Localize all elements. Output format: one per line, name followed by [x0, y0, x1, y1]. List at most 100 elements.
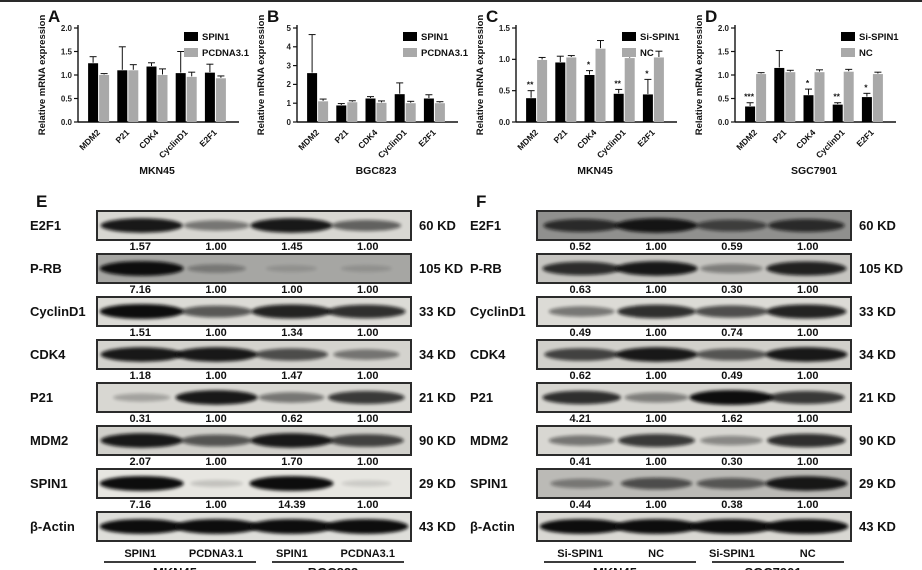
category-label: P21: [332, 127, 350, 145]
bar-SPIN1-CyclinD1: [394, 94, 405, 122]
blot-row-β-Actin: β-Actin 43 KD: [470, 511, 920, 542]
blot-row-CyclinD1: CyclinD1 33 KD: [30, 296, 470, 327]
protein-band-lane4: [331, 219, 402, 232]
category-label: P21: [770, 127, 788, 145]
y-tick-label: 1.5: [499, 24, 511, 33]
row-spacer: [30, 542, 470, 544]
legend-swatch-PCDNA3.1: [403, 48, 417, 57]
protein-band-lane1: [99, 304, 184, 319]
y-tick-label: 0.5: [61, 94, 73, 103]
quantification-value: 0.74: [721, 327, 743, 339]
quantification-value: 1.00: [205, 284, 227, 296]
bar-PCDNA3.1-MDM2: [318, 101, 329, 122]
bar-SPIN1-P21: [336, 105, 347, 122]
group-underline-2: [712, 561, 844, 563]
quantification-value: 1.00: [357, 284, 379, 296]
protein-band-lane3: [258, 392, 325, 403]
bar-SPIN1-CDK4: [365, 98, 376, 122]
bar-NC-P21: [785, 72, 796, 122]
quantification-value: 0.49: [569, 327, 591, 339]
protein-band-lane2: [180, 305, 253, 318]
quantification-value: 1.00: [797, 284, 819, 296]
quantification-value: 1.00: [205, 241, 227, 253]
category-label: E2F1: [416, 127, 438, 149]
bar-NC-E2F1: [653, 57, 664, 122]
protein-band-lane3: [700, 263, 763, 274]
bar-Si-SPIN1-CDK4: [803, 95, 814, 122]
lane-label-1: SPIN1: [124, 548, 157, 560]
kd-label-P-RB: 105 KD: [419, 261, 464, 276]
blot-row-P21: P21 21 KD: [470, 382, 920, 413]
chart-svg-A: A 0.0 0.5 1.0 1.5 2.0 Relative mRNA expression…: [37, 7, 250, 177]
protein-band-lane2: [187, 264, 246, 273]
legend-swatch-NC: [622, 48, 636, 57]
bar-PCDNA3.1-P21: [128, 70, 139, 122]
quantification-value: 1.00: [797, 499, 819, 511]
protein-band-lane4: [767, 433, 846, 448]
blot-row-E2F1: E2F1 60 KD: [30, 210, 470, 241]
quantification-value: 1.45: [281, 241, 303, 253]
protein-band-lane2: [175, 390, 258, 405]
quantification-value: 1.00: [357, 499, 379, 511]
protein-band-lane2: [180, 434, 253, 447]
protein-band-lane4: [333, 349, 400, 360]
legend-label-NC: NC: [859, 48, 873, 59]
blot-row-MDM2: MDM2 90 KD: [470, 425, 920, 456]
quantification-value: 1.34: [281, 327, 303, 339]
y-tick-label: 0.0: [499, 118, 511, 127]
blot-row-SPIN1: SPIN1 29 KD: [470, 468, 920, 499]
bar-Si-SPIN1-E2F1: [642, 94, 653, 122]
blot-image-E2F1: [536, 210, 852, 241]
kd-label-CDK4: 34 KD: [859, 347, 896, 362]
protein-band-lane2: [614, 519, 699, 534]
significance-marker: *: [864, 82, 868, 92]
protein-label-CDK4: CDK4: [470, 347, 506, 362]
x-axis-title: MKN45: [577, 165, 613, 177]
kd-label-E2F1: 60 KD: [419, 218, 456, 233]
blot-row-CyclinD1: CyclinD1 33 KD: [470, 296, 920, 327]
kd-label-SPIN1: 29 KD: [859, 476, 896, 491]
protein-band-lane4: [765, 347, 848, 362]
category-label: CDK4: [575, 127, 599, 151]
y-tick-label: 5: [287, 24, 292, 33]
quantification-value: 1.70: [281, 456, 303, 468]
significance-marker: *: [645, 68, 649, 78]
quantification-value: 1.00: [357, 370, 379, 382]
legend-label-Si-SPIN1: Si-SPIN1: [859, 32, 899, 43]
category-label: E2F1: [854, 127, 876, 149]
quantification-row-P-RB: 7.16 1.00 1.00 1.00: [96, 284, 412, 296]
blot-panel-E: E E2F1 60 KD 1.57 1.00 1.45 1.00 P-RB 105 KD 7.16…: [30, 192, 470, 570]
protein-band-lane1: [100, 433, 183, 448]
quantification-value: 1.00: [645, 413, 667, 425]
protein-band-lane3: [695, 219, 768, 232]
y-tick-label: 1.0: [499, 55, 511, 64]
bar-PCDNA3.1-E2F1: [434, 103, 445, 122]
legend-label-SPIN1: SPIN1: [421, 32, 449, 43]
category-label: CDK4: [356, 127, 380, 151]
blot-image-SPIN1: [96, 468, 412, 499]
bar-charts-row: A 0.0 0.5 1.0 1.5 2.0 Relative mRNA expression…: [36, 4, 908, 190]
y-tick-label: 0.5: [499, 86, 511, 95]
bar-PCDNA3.1-E2F1: [215, 78, 226, 122]
protein-band-lane2: [183, 220, 250, 231]
category-label: MDM2: [296, 127, 321, 152]
panel-letter-D: D: [705, 7, 717, 26]
legend-label-SPIN1: SPIN1: [202, 32, 230, 43]
protein-band-lane4: [766, 304, 847, 319]
protein-label-CyclinD1: CyclinD1: [30, 304, 86, 319]
quantification-value: 1.00: [357, 456, 379, 468]
blot-row-β-Actin: β-Actin 43 KD: [30, 511, 470, 542]
kd-label-P-RB: 105 KD: [859, 261, 904, 276]
panel-letter-E: E: [36, 192, 48, 211]
significance-marker: *: [587, 60, 591, 70]
protein-band-lane1: [548, 306, 615, 317]
legend-swatch-PCDNA3.1: [184, 48, 198, 57]
group-underline-1: [544, 561, 696, 563]
legend-label-PCDNA3.1: PCDNA3.1: [202, 48, 250, 59]
bar-NC-CyclinD1: [843, 71, 854, 122]
blot-image-MDM2: [96, 425, 412, 456]
quantification-value: 0.62: [281, 413, 303, 425]
chart-panel-D: D 0.0 0.5 1.0 1.5 2.0 Relative mRNA expression…: [693, 4, 908, 190]
protein-band-lane1: [99, 519, 184, 534]
